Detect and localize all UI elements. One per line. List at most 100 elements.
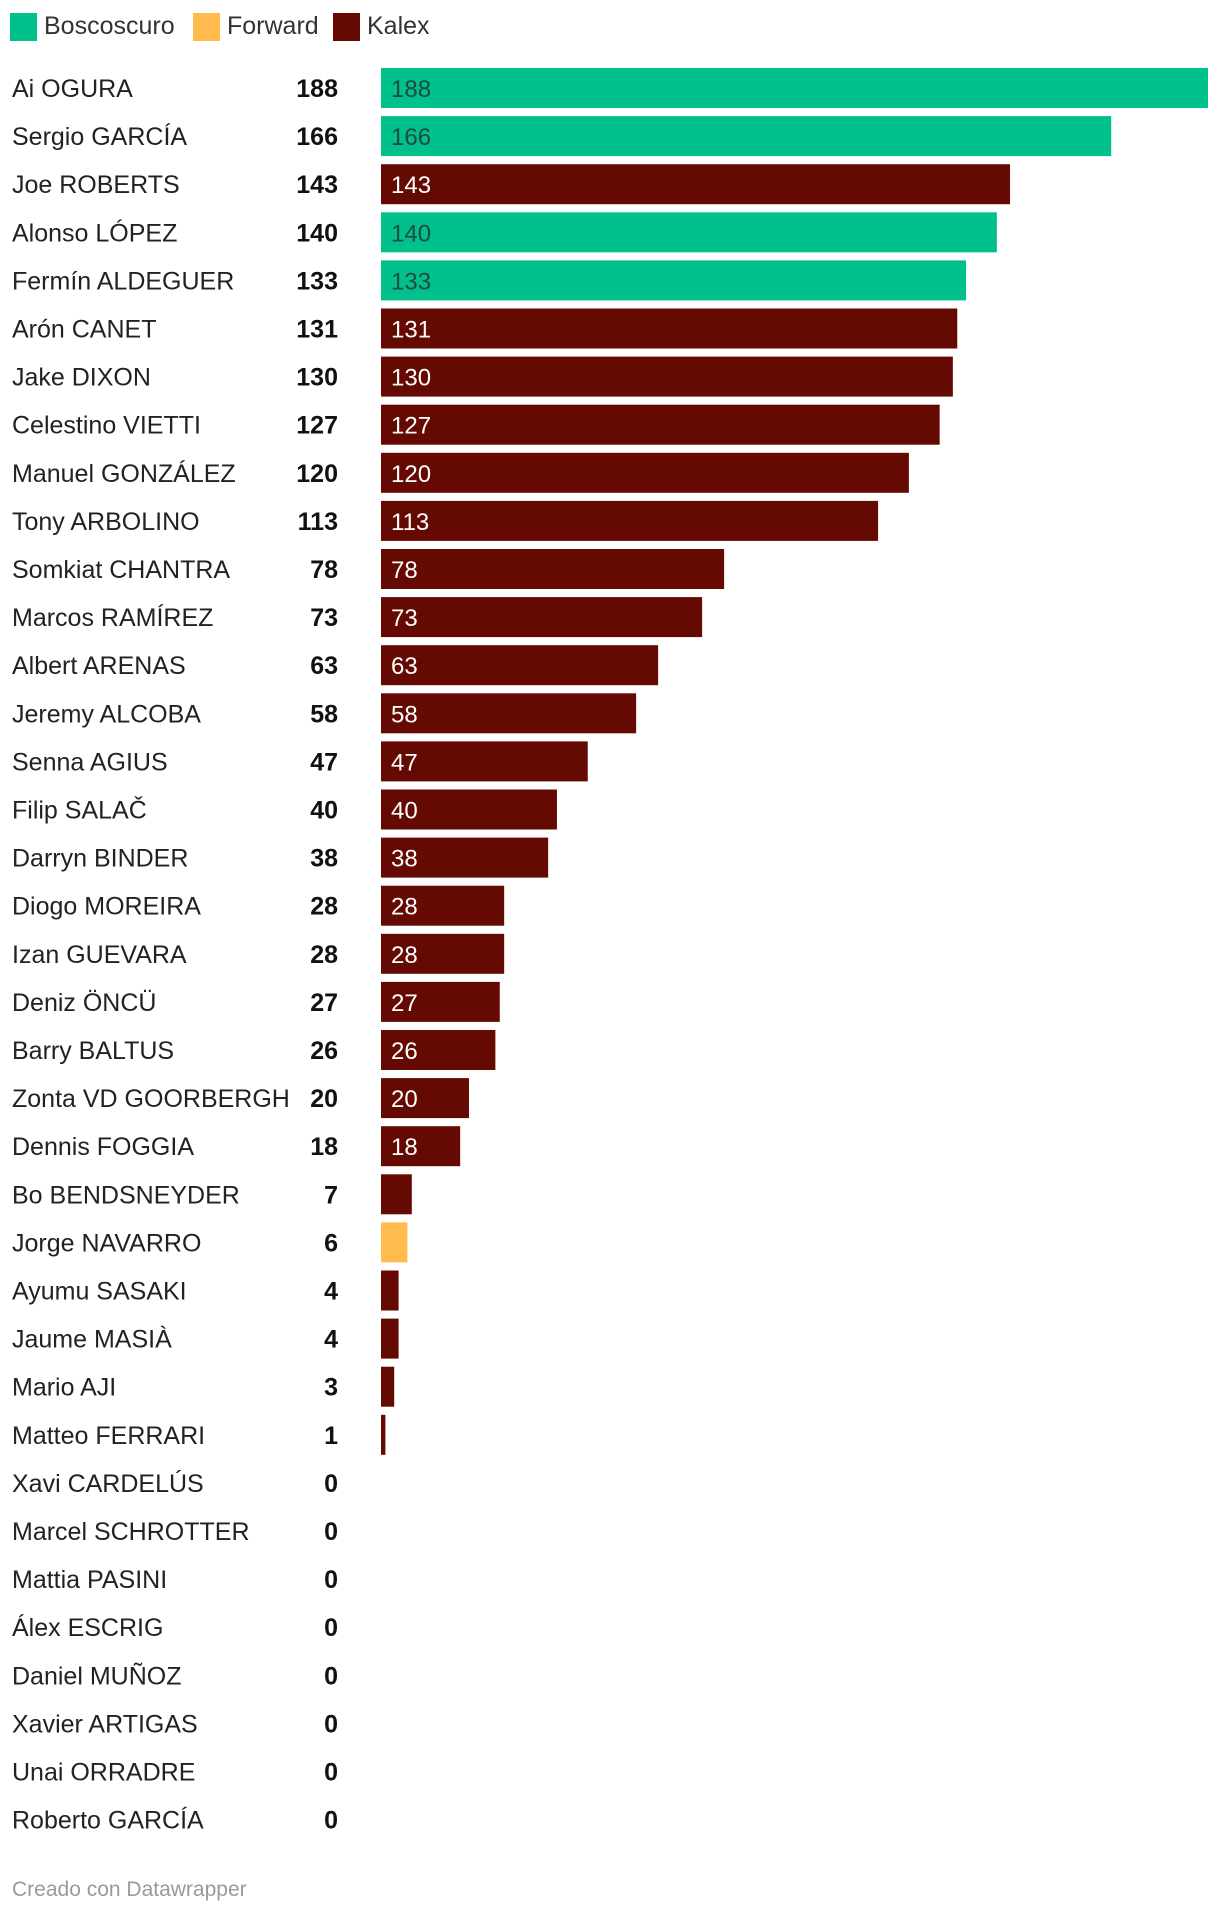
bar-value-label: 18 (391, 1134, 418, 1161)
bar-row: Barry BALTUS 26 26 (12, 1030, 496, 1070)
bar (381, 260, 967, 301)
bar-row: Zonta VD GOORBERGH 20 20 (12, 1078, 469, 1119)
bar-row: Sergio GARCÍA 166 166 (12, 116, 1112, 157)
bar (381, 452, 909, 493)
bar-row: Arón CANET 131 131 (12, 308, 958, 349)
bar-row: Tony ARBOLINO 113 113 (12, 500, 879, 541)
bar (381, 1270, 399, 1311)
bar-row: Unai ORRADRE 0 (12, 1759, 338, 1787)
row-label: Sergio GARCÍA (12, 122, 187, 151)
bar-value-label: 113 (391, 509, 429, 536)
row-label: Izan GUEVARA (12, 941, 187, 969)
row-value: 113 (298, 508, 338, 536)
row-value: 120 (296, 460, 338, 488)
row-label: Álex ESCRIG (12, 1613, 163, 1642)
row-value: 0 (324, 1710, 338, 1738)
bar-value-label: 38 (391, 846, 418, 873)
row-label: Matteo FERRARI (12, 1422, 205, 1450)
bar (381, 1174, 412, 1215)
row-label: Xavier ARTIGAS (12, 1710, 198, 1738)
row-label: Daniel MUÑOZ (12, 1661, 181, 1690)
bar-row: Darryn BINDER 38 38 (12, 837, 549, 878)
bar-row: Joe ROBERTS 143 143 (12, 164, 1011, 205)
bar-row: Jeremy ALCOBA 58 58 (12, 693, 637, 734)
bar-value-label: 140 (391, 220, 431, 247)
row-label: Roberto GARCÍA (12, 1806, 204, 1835)
bar-value-label: 26 (391, 1038, 418, 1065)
row-value: 0 (324, 1807, 338, 1835)
row-value: 133 (296, 267, 338, 295)
row-value: 7 (324, 1181, 338, 1209)
bar-value-label: 166 (391, 124, 431, 151)
row-value: 40 (310, 797, 338, 825)
row-label: Marcel SCHROTTER (12, 1518, 250, 1546)
legend-label-forward: Forward (227, 12, 319, 40)
bar (381, 693, 637, 734)
row-value: 0 (324, 1759, 338, 1787)
bar (381, 549, 725, 589)
row-value: 73 (310, 604, 338, 632)
bar-row: Matteo FERRARI 1 (12, 1414, 386, 1455)
bar-value-label: 131 (391, 317, 431, 344)
row-label: Fermín ALDEGUER (12, 267, 234, 295)
bar-row: Filip SALAČ 40 40 (12, 789, 557, 830)
bar-value-label: 188 (391, 76, 431, 103)
bar-value-label: 28 (391, 942, 418, 969)
bar (381, 933, 505, 974)
bars: Ai OGURA 188 188 Sergio GARCÍA 166 166 Joe ROB… (12, 68, 1208, 1835)
row-value: 1 (324, 1422, 338, 1450)
bar-row: Daniel MUÑOZ 0 (12, 1661, 338, 1690)
bar (381, 837, 549, 878)
legend-label-boscoscuro: Boscoscuro (44, 12, 175, 40)
bar-row: Mario AJI 3 (12, 1366, 395, 1407)
bar-row: Somkiat CHANTRA 78 78 (12, 549, 725, 589)
bar-row: Senna AGIUS 47 47 (12, 741, 588, 782)
bar-value-label: 73 (391, 605, 418, 632)
legend-swatch-kalex (333, 13, 360, 41)
row-value: 78 (310, 556, 338, 584)
bar-row: Álex ESCRIG 0 (12, 1613, 338, 1642)
row-value: 27 (310, 989, 338, 1017)
bar (381, 789, 557, 830)
row-value: 188 (296, 75, 338, 103)
row-label: Xavi CARDELÚS (12, 1469, 204, 1498)
bar-row: Roberto GARCÍA 0 (12, 1806, 338, 1835)
bar-value-label: 58 (391, 701, 418, 728)
row-value: 47 (310, 748, 338, 776)
bar (381, 1030, 496, 1070)
bar-row: Celestino VIETTI 127 127 (12, 404, 940, 445)
bar-row: Manuel GONZÁLEZ 120 120 (12, 452, 909, 493)
row-label: Zonta VD GOORBERGH (12, 1085, 290, 1113)
row-value: 26 (310, 1037, 338, 1065)
bar-row: Ayumu SASAKI 4 (12, 1270, 399, 1311)
row-value: 28 (310, 941, 338, 969)
row-label: Alonso LÓPEZ (12, 218, 177, 247)
row-label: Joe ROBERTS (12, 171, 180, 199)
row-label: Jeremy ALCOBA (12, 700, 201, 728)
credit-text: Creado con Datawrapper (12, 1878, 247, 1901)
bar-row: Diogo MOREIRA 28 28 (12, 885, 505, 926)
row-label: Bo BENDSNEYDER (12, 1181, 240, 1209)
bar (381, 981, 500, 1022)
bar-value-label: 28 (391, 894, 418, 921)
row-label: Dennis FOGGIA (12, 1133, 194, 1161)
row-value: 3 (324, 1374, 338, 1402)
bar-value-label: 130 (391, 365, 431, 392)
row-value: 0 (324, 1518, 338, 1546)
row-value: 38 (310, 845, 338, 873)
bar-row: Jaume MASIÀ 4 (12, 1318, 399, 1359)
bar-value-label: 20 (391, 1086, 418, 1113)
bar (381, 1078, 469, 1119)
row-value: 130 (296, 364, 338, 392)
bar (381, 885, 505, 926)
bar (381, 308, 958, 349)
bar-row: Deniz ÖNCÜ 27 27 (12, 981, 500, 1022)
row-label: Jaume MASIÀ (12, 1325, 172, 1354)
legend-swatch-forward (193, 13, 220, 41)
bar (381, 1414, 386, 1455)
row-label: Barry BALTUS (12, 1037, 174, 1065)
bar-value-label: 63 (391, 653, 418, 680)
row-value: 6 (324, 1229, 338, 1257)
row-value: 0 (324, 1662, 338, 1690)
row-label: Mattia PASINI (12, 1566, 167, 1594)
